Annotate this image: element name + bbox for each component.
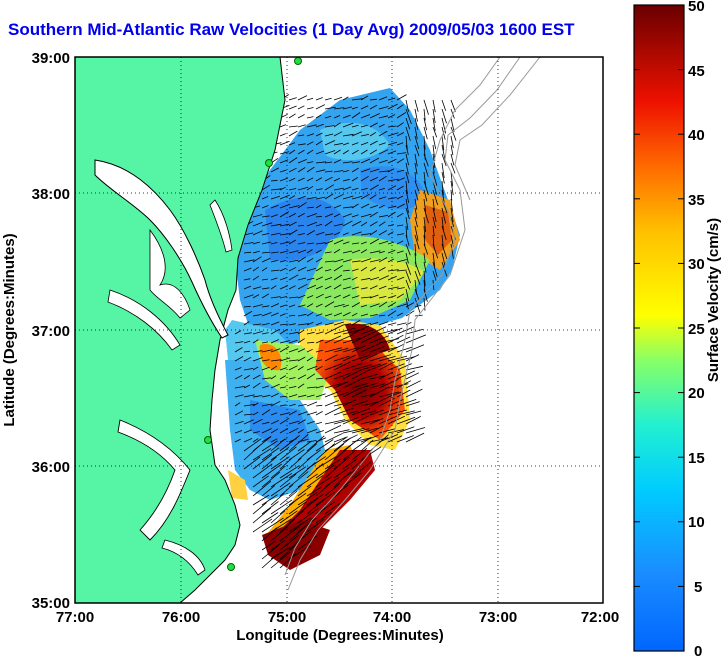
colorbar-tick-label: 0 [694,643,702,659]
colorbar-tick-label: 15 [688,450,705,467]
colorbar-tick-label: 25 [688,321,705,338]
y-axis: 39:00 38:00 37:00 36:00 35:00 Latitude (… [1,50,70,612]
colorbar-tick-label: 45 [688,63,705,80]
x-tick-label: 76:00 [162,609,200,626]
x-tick-label: 73:00 [479,609,517,626]
velocity-field [225,88,460,570]
radar-sites [204,57,302,571]
radar-site-marker [204,436,212,444]
y-tick-label: 37:00 [32,323,70,340]
x-tick-label: 74:00 [373,609,411,626]
plot-frame [74,56,604,604]
x-tick-label: 72:00 [581,609,619,626]
colorbar-tick-label: 20 [688,385,705,402]
velocity-vectors [234,94,457,569]
colorbar-tick-label: 10 [688,514,705,531]
radar-site-marker [294,57,302,65]
bathymetry-contours [284,57,541,591]
colorbar-label: Surface Velocity (cm/s) [705,218,722,382]
colorbar: 50 45 40 35 30 25 20 15 10 5 0 Surface V… [633,0,722,659]
y-tick-label: 36:00 [32,459,70,476]
y-tick-label: 39:00 [32,50,70,67]
grid-lines [75,57,603,603]
y-tick-label: 38:00 [32,186,70,203]
y-tick-label: 35:00 [32,595,70,612]
x-axis-label: Longitude (Degrees:Minutes) [236,627,444,644]
x-axis: 77:00 76:00 75:00 74:00 73:00 72:00 Long… [56,609,619,644]
x-tick-label: 77:00 [56,609,94,626]
colorbar-tick-label: 50 [688,0,705,15]
radar-site-marker [227,563,235,571]
y-axis-label: Latitude (Degrees:Minutes) [1,233,18,426]
colorbar-scale [633,4,685,652]
map-title: Southern Mid-Atlantic Raw Velocities (1 … [8,20,575,39]
colorbar-tick-label: 35 [688,192,705,209]
colorbar-tick-label: 40 [688,127,705,144]
colorbar-tick-label: 5 [694,579,702,596]
colorbar-tick-label: 30 [688,256,705,273]
x-tick-label: 75:00 [268,609,306,626]
radar-site-marker [265,159,273,167]
